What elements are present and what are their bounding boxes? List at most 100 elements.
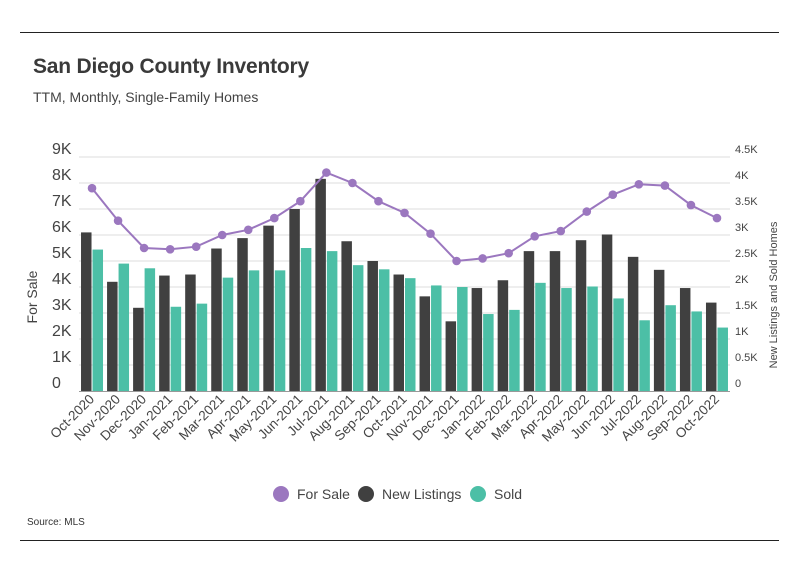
for-sale-point (504, 248, 513, 258)
y-tick-right: 2.5K (735, 248, 758, 260)
new-listings-bar (289, 209, 300, 391)
for-sale-point (634, 180, 644, 189)
bottom-rule (20, 540, 779, 541)
y-axis-label-right: New Listings and Sold Homes (768, 221, 780, 368)
new-listings-bar (133, 307, 144, 391)
legend-label-for-sale: For Sale (297, 486, 350, 502)
top-rule (20, 32, 779, 33)
new-listings-bar (185, 274, 196, 391)
new-listings-bar (341, 241, 352, 391)
sold-bar (92, 249, 104, 391)
y-tick-right: 4K (735, 170, 749, 182)
sold-bar (639, 320, 650, 391)
for-sale-point (582, 207, 592, 216)
sold-bar (613, 298, 624, 391)
new-listings-bar (497, 280, 509, 391)
new-listings-bar (159, 275, 170, 391)
sold-bar (248, 270, 260, 391)
new-listings-bar (549, 251, 561, 391)
sold-bar (587, 286, 598, 391)
for-sale-point (452, 256, 461, 266)
for-sale-point (87, 183, 97, 193)
new-listings-bar (107, 281, 118, 391)
new-listings-bar (393, 274, 404, 391)
y-tick-right: 3.5K (735, 196, 758, 208)
sold-bar (274, 270, 286, 391)
new-listings-bar (81, 232, 92, 391)
for-sale-point (348, 178, 357, 188)
legend-swatch-new-listings (358, 486, 374, 502)
sold-bar (144, 268, 156, 391)
for-sale-point (296, 196, 305, 206)
sold-bar (170, 306, 182, 391)
for-sale-point (608, 190, 618, 199)
for-sale-point (374, 196, 383, 206)
y-tick-left: 4K (52, 271, 72, 288)
y-tick-left: 2K (52, 323, 72, 340)
sold-bar (561, 288, 572, 391)
legend-label-sold: Sold (494, 486, 522, 502)
source-note: Source: MLS (27, 517, 85, 528)
sold-bar (326, 251, 338, 391)
sold-bar (405, 278, 416, 391)
y-tick-left: 9K (52, 141, 72, 158)
sold-bar (431, 285, 442, 391)
chart-subtitle: TTM, Monthly, Single-Family Homes (33, 89, 259, 105)
for-sale-point (426, 229, 435, 238)
sold-bar (222, 277, 234, 391)
new-listings-bar (263, 225, 274, 391)
sold-bar (457, 287, 468, 391)
for-sale-point (556, 226, 566, 236)
for-sale-point (478, 254, 487, 263)
new-listings-bar (523, 251, 535, 391)
for-sale-point (191, 242, 201, 251)
for-sale-point (243, 225, 253, 235)
new-listings-bar (705, 302, 717, 391)
sold-bar (300, 248, 312, 391)
y-tick-right: 3K (735, 222, 749, 234)
for-sale-point (270, 213, 279, 223)
new-listings-bar (601, 234, 613, 391)
sold-bar (509, 309, 520, 391)
y-tick-left: 8K (52, 167, 72, 184)
for-sale-point (139, 243, 149, 253)
for-sale-point (530, 232, 539, 241)
y-tick-right: 1K (735, 326, 749, 338)
sold-bar (483, 314, 494, 391)
for-sale-point (113, 216, 123, 225)
for-sale-point (686, 200, 696, 210)
legend-swatch-sold (470, 486, 486, 502)
new-listings-bar (367, 261, 378, 391)
for-sale-point (217, 230, 227, 240)
sold-bar (196, 303, 208, 391)
y-tick-right: 0 (735, 378, 741, 390)
y-tick-left: 5K (52, 245, 72, 262)
sold-bar (691, 311, 702, 391)
for-sale-point (712, 213, 722, 223)
legend-label-new-listings: New Listings (382, 486, 461, 502)
y-tick-left: 7K (52, 193, 72, 210)
new-listings-bar (679, 288, 691, 391)
new-listings-bar (211, 248, 222, 391)
for-sale-point (322, 168, 331, 177)
y-tick-left: 6K (52, 219, 72, 236)
y-tick-left: 0 (52, 375, 61, 392)
y-tick-left: 3K (52, 297, 72, 314)
for-sale-point (400, 208, 409, 218)
new-listings-bar (653, 269, 665, 391)
chart-title: San Diego County Inventory (33, 55, 309, 78)
new-listings-bar (237, 238, 248, 391)
new-listings-bar (315, 178, 326, 391)
sold-bar (535, 282, 546, 391)
y-tick-right: 0.5K (735, 352, 758, 364)
sold-bar (118, 263, 130, 391)
sold-bar (717, 327, 728, 391)
sold-bar (352, 265, 364, 391)
sold-bar (378, 269, 390, 391)
y-axis-label-left: For Sale (24, 270, 40, 323)
for-sale-point (165, 245, 175, 254)
new-listings-bar (575, 240, 587, 391)
y-tick-left: 1K (52, 349, 72, 366)
y-tick-right: 2K (735, 274, 749, 286)
